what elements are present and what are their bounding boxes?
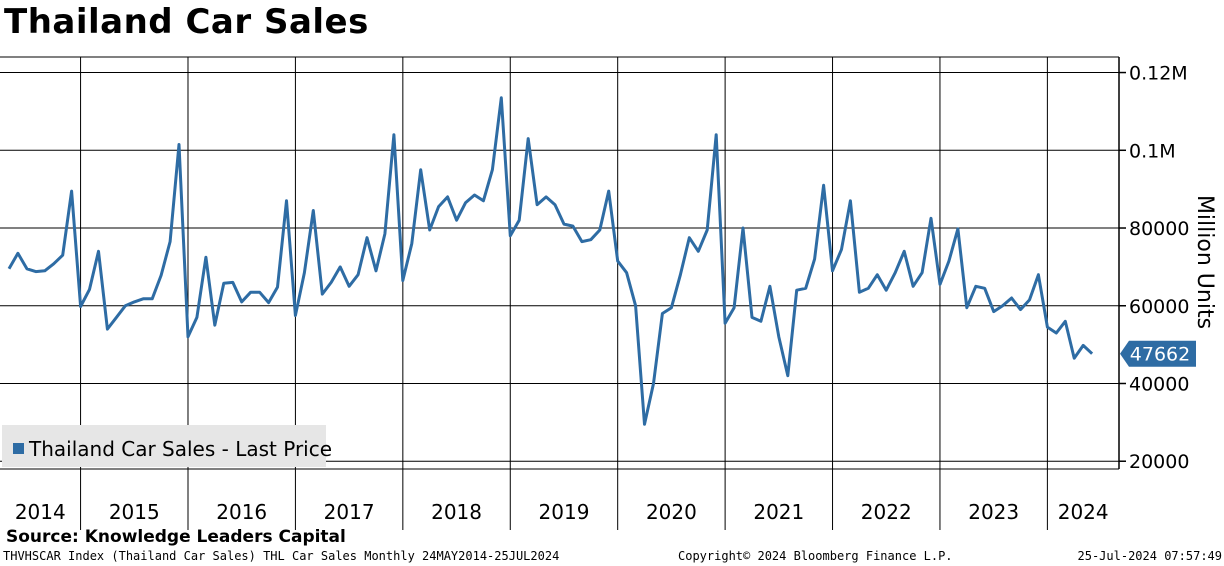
- legend-box: [2, 425, 326, 467]
- y-axis-label: Million Units: [1192, 195, 1217, 329]
- footer-copyright: Copyright© 2024 Bloomberg Finance L.P.: [678, 549, 953, 563]
- x-tick-label: 2020: [646, 500, 697, 524]
- series-line: [7, 96, 1094, 426]
- x-tick-label: 2016: [216, 500, 267, 524]
- legend-swatch: [13, 443, 24, 454]
- footer-timestamp: 25-Jul-2024 07:57:49: [1077, 549, 1223, 563]
- chart-title: Thailand Car Sales: [4, 2, 369, 42]
- x-tick-label: 2014: [15, 500, 66, 524]
- x-tick-label: 2024: [1058, 500, 1109, 524]
- y-tick-label: 80000: [1129, 218, 1189, 240]
- x-tick-label: 2023: [968, 500, 1019, 524]
- x-tick-label: 2019: [539, 500, 590, 524]
- last-value-box: [1120, 340, 1196, 367]
- legend: Thailand Car Sales - Last Price: [2, 425, 332, 467]
- x-tick-label: 2015: [109, 500, 160, 524]
- last-value-label: 47662: [1130, 344, 1190, 366]
- last-value-badge: 47662: [1120, 340, 1196, 367]
- y-tick-label: 40000: [1129, 373, 1189, 395]
- footer-series-info: THVHSCAR Index (Thailand Car Sales) THL …: [3, 549, 560, 563]
- x-tick-label: 2022: [861, 500, 912, 524]
- source-credit: Source: Knowledge Leaders Capital: [6, 527, 346, 547]
- y-axis: 20000 40000 60000 80000 0.1M 0.12M: [1119, 63, 1189, 473]
- y-tick-label: 60000: [1129, 296, 1189, 318]
- x-tick-label: 2018: [431, 500, 482, 524]
- y-tick-label: 0.12M: [1129, 63, 1188, 85]
- series-layer: [7, 96, 1094, 426]
- gridlines: [0, 56, 1120, 470]
- x-tick-label: 2017: [324, 500, 375, 524]
- legend-label: Thailand Car Sales - Last Price: [28, 437, 332, 461]
- y-tick-label: 0.1M: [1129, 140, 1176, 162]
- x-tick-label: 2021: [753, 500, 804, 524]
- y-tick-label: 20000: [1129, 451, 1189, 473]
- x-axis: 2014 2015 2016 2017 2018 2019 2020 2021 2022 2023…: [15, 469, 1109, 530]
